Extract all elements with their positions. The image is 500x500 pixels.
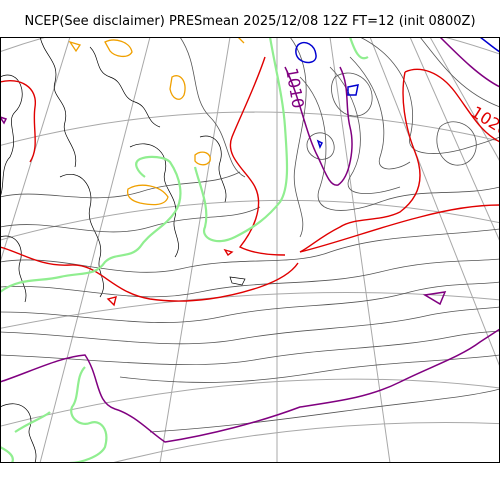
coastlines xyxy=(0,37,246,463)
graticule xyxy=(0,37,500,463)
pressure-map: 1010 1020 xyxy=(0,37,500,463)
isobars-purple xyxy=(0,37,500,443)
pressure-map-svg: 1010 1020 xyxy=(0,37,500,463)
isobars-minor xyxy=(0,37,500,433)
isobars-blue xyxy=(295,37,500,149)
contour-label-1010: 1010 xyxy=(282,66,308,109)
isobars-orange xyxy=(68,37,245,206)
isobars-green xyxy=(0,37,369,463)
isobars-red xyxy=(0,56,500,307)
map-title: NCEP(See disclaimer) PRESmean 2025/12/08… xyxy=(24,14,476,29)
contour-label-1020: 1020 xyxy=(468,102,500,140)
